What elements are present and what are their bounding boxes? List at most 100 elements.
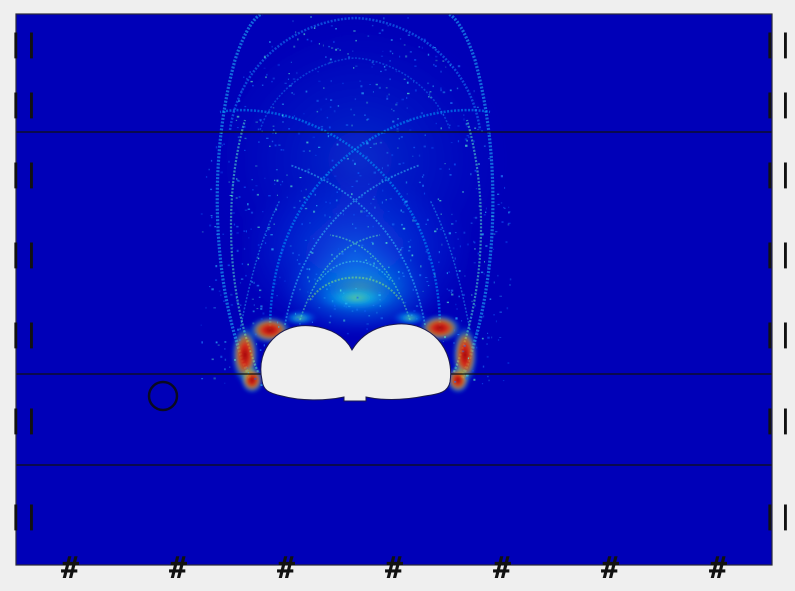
field-speckle	[388, 266, 390, 269]
field-speckle	[408, 245, 411, 248]
field-speckle	[249, 350, 251, 352]
field-speckle	[371, 66, 373, 68]
field-speckle	[297, 38, 299, 41]
right-tick-mark: ||	[762, 501, 793, 531]
field-speckle	[378, 32, 381, 34]
field-speckle	[288, 73, 290, 75]
field-speckle	[366, 323, 369, 325]
field-speckle	[471, 300, 473, 303]
wavefront-arc	[299, 234, 381, 321]
field-speckle	[211, 288, 214, 291]
field-speckle	[243, 331, 247, 333]
field-speckle	[477, 252, 479, 255]
field-speckle	[329, 315, 332, 318]
field-speckle	[485, 207, 487, 210]
field-speckle	[442, 60, 445, 62]
field-speckle	[470, 222, 473, 224]
field-speckle	[276, 295, 278, 297]
field-speckle	[215, 265, 218, 268]
field-speckle	[335, 213, 338, 215]
field-speckle	[257, 128, 259, 131]
field-speckle	[335, 48, 338, 51]
field-speckle	[439, 228, 443, 231]
field-speckle	[449, 64, 452, 67]
field-speckle	[442, 341, 444, 343]
field-speckle	[466, 243, 469, 246]
field-speckle	[245, 274, 247, 277]
field-speckle	[423, 38, 426, 41]
field-speckle	[392, 52, 394, 55]
field-speckle	[403, 78, 406, 80]
field-speckle	[289, 245, 292, 247]
field-speckle	[220, 355, 223, 358]
right-tick-mark: ||	[762, 159, 793, 189]
field-speckle	[278, 326, 280, 328]
field-speckle	[378, 86, 381, 89]
field-speckle	[333, 40, 335, 43]
field-speckle	[354, 227, 357, 229]
field-speckle	[399, 38, 402, 40]
field-speckle	[436, 109, 438, 112]
field-speckle	[383, 65, 386, 68]
field-speckle	[476, 106, 479, 108]
field-speckle	[355, 65, 358, 67]
field-speckle	[257, 244, 260, 246]
field-speckle	[381, 167, 383, 170]
field-speckle	[456, 308, 458, 310]
field-speckle	[283, 149, 285, 152]
field-speckle	[293, 115, 295, 117]
right-tick-mark: ||	[762, 89, 793, 119]
field-speckle	[235, 197, 238, 199]
field-speckle	[381, 29, 384, 32]
field-speckle	[289, 84, 292, 87]
field-speckle	[354, 98, 357, 101]
field-speckle	[329, 135, 332, 137]
field-speckle	[471, 294, 473, 296]
field-speckle	[421, 176, 424, 178]
field-speckle	[271, 45, 273, 48]
field-speckle	[355, 180, 358, 183]
field-speckle	[391, 223, 395, 226]
field-speckle	[463, 118, 465, 121]
field-speckle	[241, 126, 244, 128]
field-speckle	[439, 200, 442, 202]
field-speckle	[444, 336, 446, 339]
field-speckle	[240, 90, 243, 92]
field-speckle	[350, 108, 352, 111]
field-speckle	[326, 288, 328, 291]
field-speckle	[243, 230, 246, 232]
field-speckle	[282, 121, 284, 123]
field-speckle	[504, 207, 506, 209]
field-speckle	[487, 332, 489, 334]
field-speckle	[310, 16, 312, 18]
field-speckle	[464, 275, 466, 277]
field-speckle	[437, 198, 440, 201]
field-speckle	[308, 150, 311, 152]
field-speckle	[422, 184, 424, 187]
field-speckle	[291, 92, 293, 94]
field-speckle	[419, 274, 422, 277]
field-speckle	[356, 151, 359, 153]
field-speckle	[255, 165, 258, 167]
field-speckle	[410, 275, 412, 278]
field-speckle	[404, 301, 407, 304]
field-speckle	[261, 305, 263, 308]
field-speckle	[268, 195, 271, 197]
field-speckle	[373, 262, 375, 265]
field-speckle	[243, 186, 246, 188]
obstacle-shape	[260, 323, 452, 402]
field-speckle	[329, 58, 332, 61]
field-speckle	[369, 276, 372, 279]
field-speckle	[473, 378, 476, 381]
field-speckle	[247, 203, 249, 205]
field-speckle	[255, 185, 258, 187]
field-speckle	[357, 172, 360, 174]
field-speckle	[348, 305, 351, 308]
field-speckle	[474, 294, 477, 296]
field-speckle	[453, 163, 456, 166]
field-speckle	[339, 289, 342, 292]
field-speckle	[487, 336, 490, 339]
field-speckle	[371, 241, 373, 243]
field-speckle	[287, 78, 290, 80]
field-speckle	[502, 380, 505, 382]
